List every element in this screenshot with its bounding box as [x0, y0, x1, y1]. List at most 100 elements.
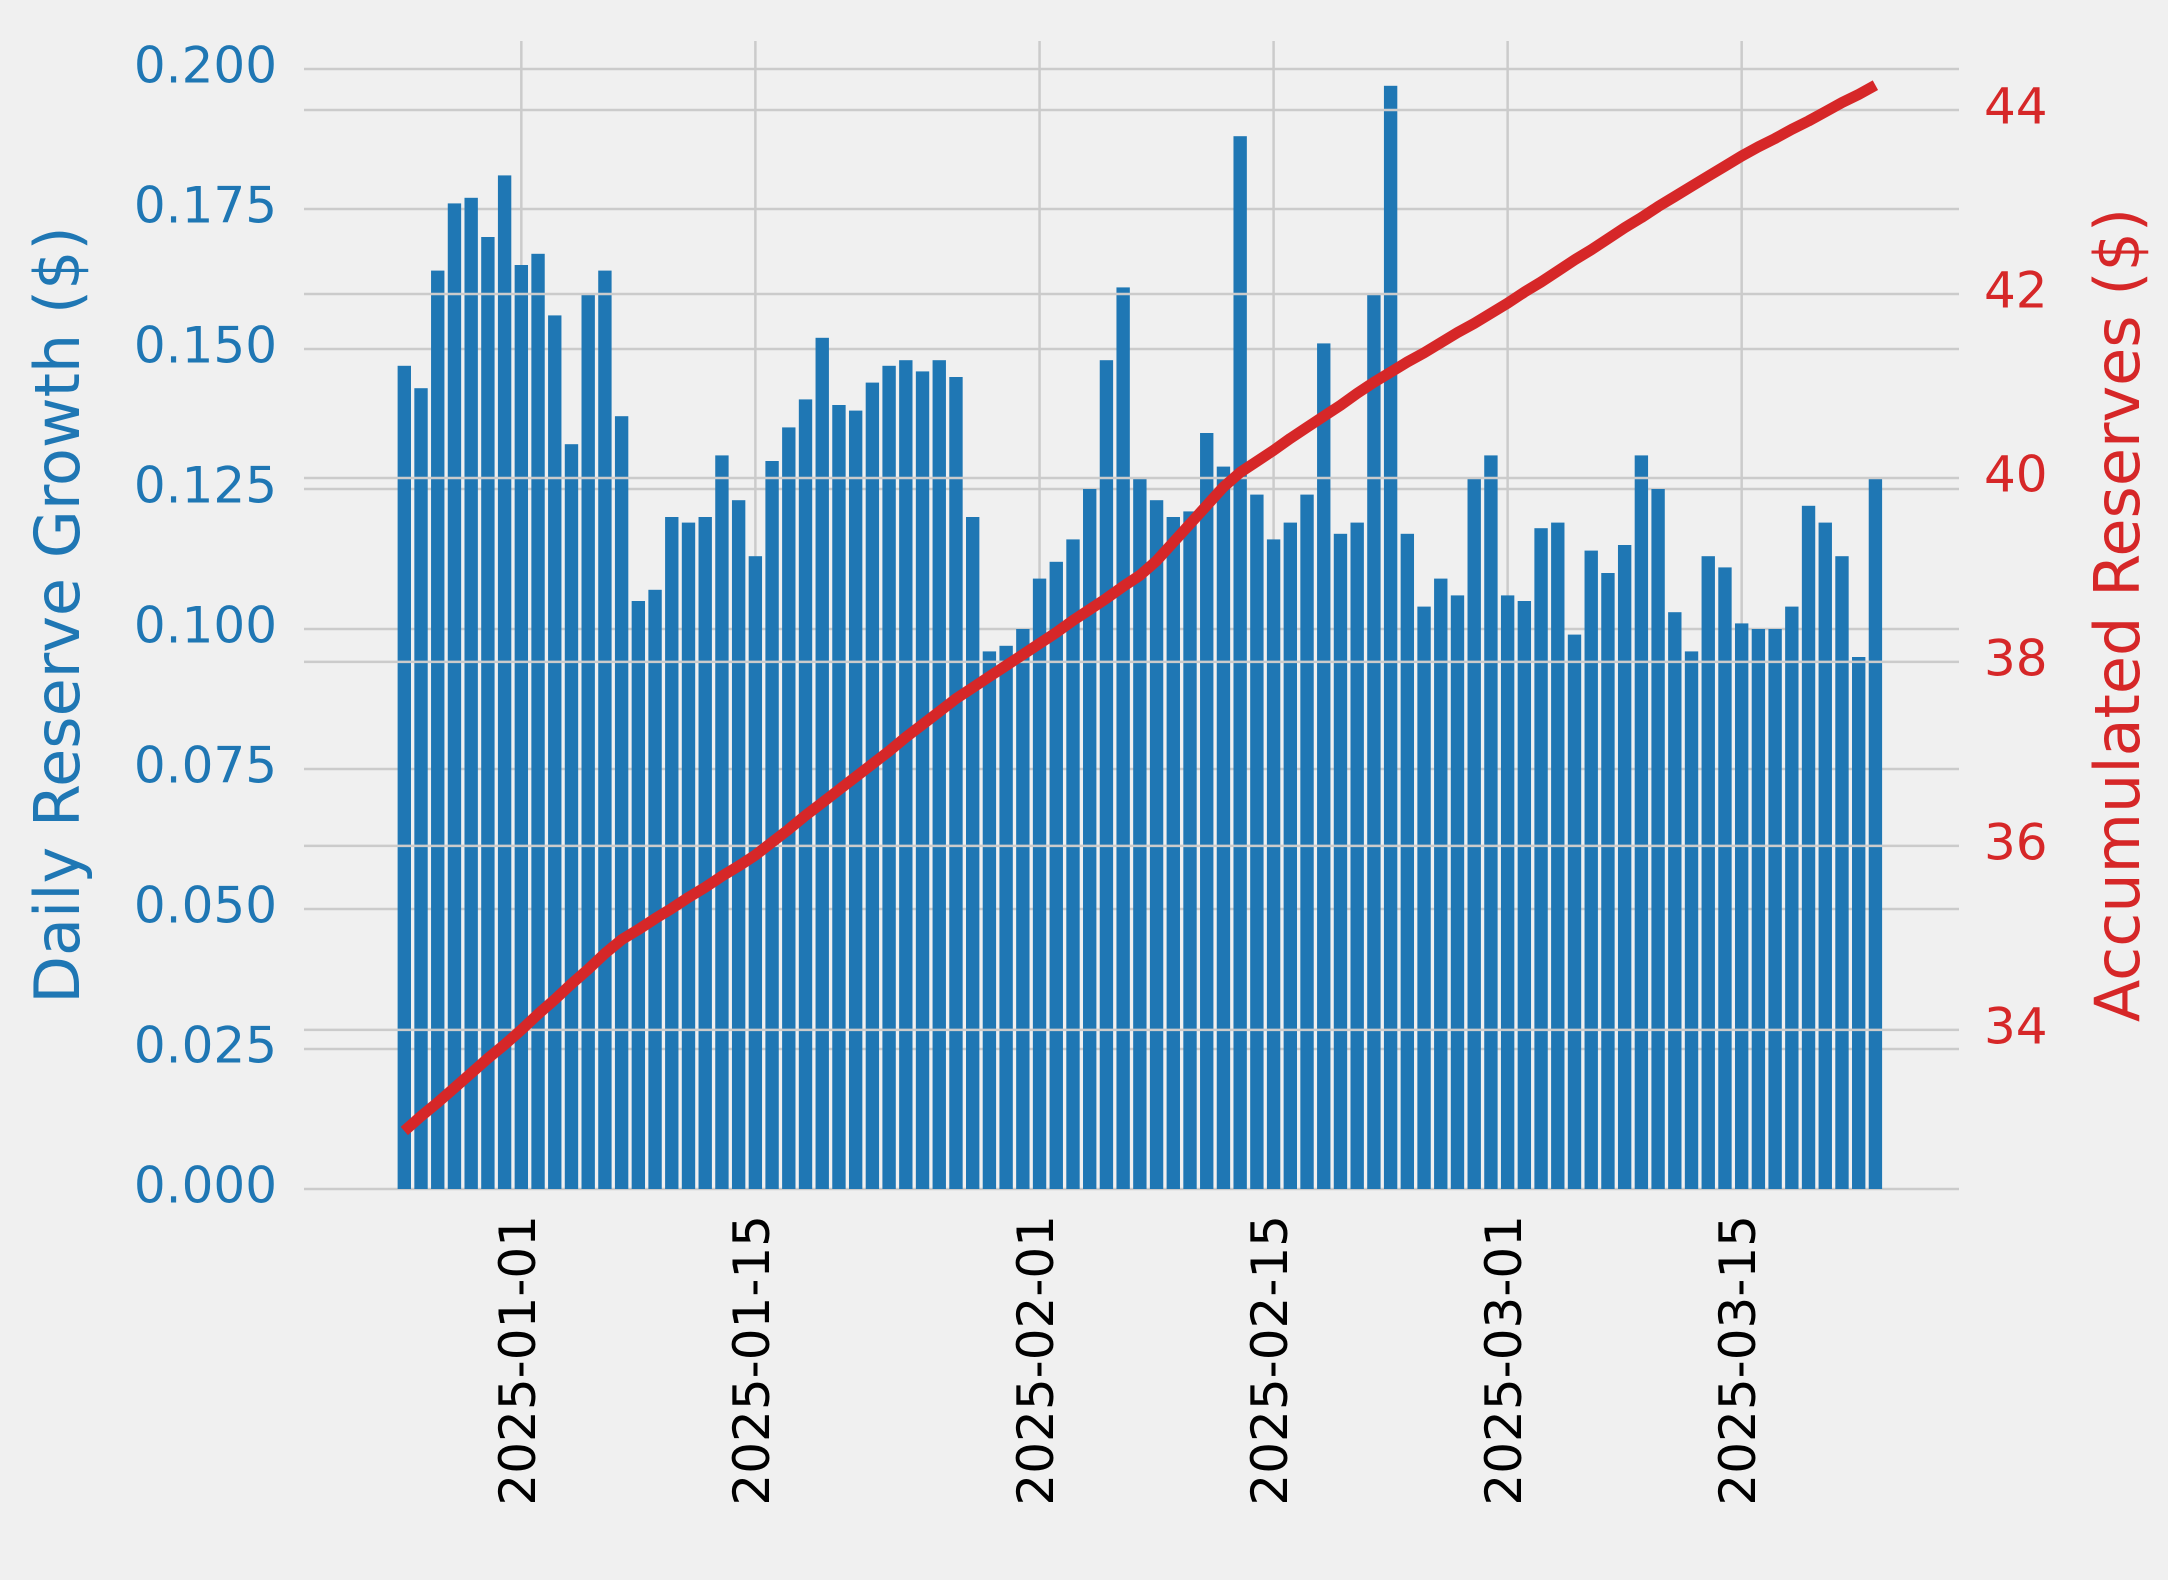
y2-tick-label: 34	[1984, 997, 2048, 1055]
bar	[1283, 522, 1297, 1189]
bar	[1099, 360, 1114, 1189]
bar	[1668, 612, 1682, 1189]
bar	[1216, 466, 1231, 1190]
bar	[1383, 85, 1398, 1189]
bar	[1049, 561, 1063, 1189]
y2-axis-label: Accumulated Reserves ($)	[2081, 208, 2154, 1022]
bar	[731, 500, 746, 1189]
bar	[531, 253, 545, 1190]
bar	[915, 371, 930, 1189]
bar	[1116, 287, 1130, 1189]
bar	[1551, 522, 1565, 1189]
bar	[1367, 293, 1381, 1189]
bar	[1450, 595, 1465, 1189]
bar	[1333, 533, 1348, 1189]
y2-tick-label: 40	[1984, 445, 2048, 503]
bar	[1400, 533, 1415, 1189]
bar	[1534, 528, 1548, 1189]
bar	[614, 416, 629, 1189]
bar	[899, 360, 913, 1189]
line	[400, 80, 1879, 1136]
bar	[1801, 505, 1816, 1189]
y-tick-label: 0.025	[134, 1017, 277, 1075]
bar	[581, 293, 595, 1189]
bar	[1584, 550, 1598, 1189]
bar	[564, 444, 579, 1189]
bar	[1016, 629, 1030, 1189]
bar	[966, 517, 980, 1189]
bar	[1634, 455, 1649, 1189]
bar	[464, 197, 478, 1190]
y-tick-label: 0.150	[134, 317, 277, 375]
bar	[1768, 629, 1782, 1189]
bar	[1083, 489, 1097, 1189]
bar	[698, 517, 712, 1189]
bar	[447, 203, 462, 1189]
bar	[397, 365, 411, 1189]
bar	[431, 270, 445, 1190]
bar	[1066, 539, 1080, 1189]
bar	[481, 237, 495, 1189]
y-tick-label: 0.075	[134, 737, 277, 795]
bar	[665, 517, 679, 1189]
bar	[1266, 539, 1281, 1189]
bar	[1317, 343, 1331, 1189]
bar	[982, 651, 997, 1189]
x-tick-label: 2025-03-15	[1709, 1215, 1767, 1506]
x-tick-label: 2025-03-01	[1475, 1215, 1533, 1506]
bar	[1032, 578, 1047, 1189]
y-tick-label: 0.050	[134, 877, 277, 935]
x-tick-label: 2025-02-15	[1241, 1215, 1299, 1506]
bar	[514, 265, 529, 1189]
bar	[1734, 623, 1749, 1189]
bar	[1133, 477, 1147, 1189]
bar	[1250, 494, 1264, 1190]
bar	[765, 461, 779, 1189]
bar	[1835, 556, 1849, 1189]
y-tick-label: 0.100	[134, 597, 277, 655]
y2-tick-label: 44	[1984, 77, 2048, 135]
bar	[815, 337, 829, 1189]
bar	[1350, 522, 1364, 1189]
bar	[1785, 606, 1799, 1189]
bar	[414, 388, 428, 1189]
bar	[1300, 494, 1314, 1190]
y-tick-label: 0.000	[134, 1157, 277, 1215]
bar	[865, 382, 880, 1190]
bar	[782, 427, 796, 1189]
bar	[548, 315, 562, 1189]
bar	[681, 522, 696, 1189]
bar	[832, 405, 846, 1189]
bar	[1567, 634, 1582, 1189]
bar	[1651, 489, 1665, 1189]
bar	[1417, 606, 1431, 1189]
bar	[598, 270, 612, 1190]
x-tick-label: 2025-01-15	[723, 1215, 781, 1506]
bar	[1701, 556, 1715, 1189]
y2-tick-label: 38	[1984, 629, 2048, 687]
bar	[932, 360, 946, 1189]
bar	[1868, 477, 1883, 1189]
bar	[1617, 545, 1632, 1189]
bar	[798, 399, 813, 1189]
bar	[1517, 601, 1532, 1189]
bar	[1200, 433, 1214, 1189]
bar	[648, 589, 662, 1189]
bar	[715, 455, 729, 1189]
x-tick-label: 2025-02-01	[1007, 1215, 1065, 1506]
bar	[1484, 455, 1498, 1189]
bar	[1166, 517, 1180, 1189]
y2-tick-label: 42	[1984, 261, 2048, 319]
y-axis-label: Daily Reserve Growth ($)	[21, 226, 94, 1003]
bar	[748, 556, 763, 1189]
bar	[1434, 578, 1448, 1189]
y-tick-label: 0.175	[134, 177, 277, 235]
y-tick-label: 0.125	[134, 457, 277, 515]
bar	[882, 365, 896, 1189]
bar	[1183, 511, 1197, 1189]
bar	[1751, 629, 1766, 1189]
y2-tick-label: 36	[1984, 813, 2048, 871]
bar	[1149, 500, 1164, 1189]
bar	[949, 377, 963, 1189]
